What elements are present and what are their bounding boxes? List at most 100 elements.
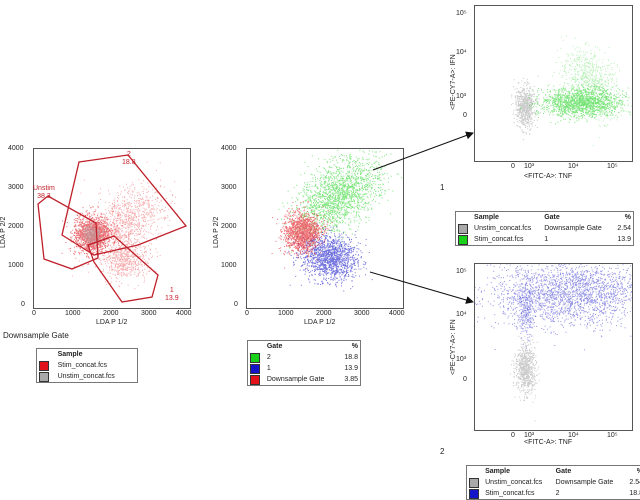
plot4-xtick: 10⁵ (607, 432, 618, 439)
gate-2-name: 2 (126, 151, 131, 158)
gating-plot-1[interactable] (33, 148, 191, 309)
legend3-gate: Downsample Gate (544, 225, 602, 232)
plot2-x-axis-label: LDA P 1/2 (304, 319, 336, 326)
plot4-ytick: 10⁴ (456, 311, 467, 318)
plot1-ytick: 4000 (8, 145, 24, 152)
plot1-ytick: 3000 (8, 184, 24, 191)
plot1-xtick: 1000 (65, 310, 81, 317)
legend3-swatch-green (458, 234, 468, 245)
plot2-ytick: 0 (234, 301, 238, 308)
plot4-ytick: 10³ (456, 356, 467, 363)
gate-unstim-value: 38.3 (37, 193, 51, 200)
plot4-ytick: 10⁵ (456, 268, 467, 275)
legend4-gate: 2 (555, 490, 560, 497)
plot1-xtick: 2000 (103, 310, 119, 317)
plot3-ytick: 10³ (456, 93, 467, 100)
plot3-y-axis-label: <PE-CY7-A>: IFN (450, 54, 457, 110)
legend1-swatch-unstim (39, 371, 49, 382)
arrow-to-plot-4 (369, 271, 474, 304)
legend3-row[interactable]: Unstim_concat.fcs Downsample Gate 2.54 (456, 223, 633, 234)
legend4-sample: Unstim_concat.fcs (485, 479, 543, 486)
plot3-xtick: 10⁵ (607, 163, 618, 170)
plot3-caption: 1 (440, 183, 445, 192)
legend4-row[interactable]: Unstim_concat.fcs Downsample Gate 2.54 (467, 477, 640, 488)
plot1-xtick: 4000 (176, 310, 192, 317)
legend1-sample: Unstim_concat.fcs (57, 373, 115, 380)
legend2-row[interactable]: 2 18.8 (248, 352, 360, 363)
plot1-xtick: 3000 (141, 310, 157, 317)
legend1-row[interactable]: Unstim_concat.fcs (37, 371, 137, 382)
legend2-swatch-red (250, 374, 260, 385)
gate-label-2: 2 18.8 (122, 151, 136, 167)
legend2-row[interactable]: 1 13.9 (248, 363, 360, 374)
legend4-header-sample: Sample (485, 468, 511, 475)
legend4-pct: 2.54 (629, 479, 640, 486)
legend2-row[interactable]: Downsample Gate 3.85 (248, 374, 360, 385)
gate-1-outline (87, 235, 159, 303)
plot2-ytick: 3000 (221, 184, 237, 191)
legend2-pct: 3.85 (344, 376, 358, 383)
legend4-header-pct: % (625, 466, 640, 477)
plot4-xtick: 0 (511, 432, 515, 439)
plot1-xtick: 0 (32, 310, 36, 317)
gate-1-value: 13.9 (165, 295, 179, 302)
plot4-xtick: 10³ (524, 432, 535, 439)
plot2-ytick: 2000 (221, 223, 237, 230)
legend2-swatch-blue (250, 363, 260, 374)
plot3-ytick: 10⁵ (456, 10, 467, 17)
plot3-xtick: 10³ (524, 163, 535, 170)
legend4-sample: Stim_concat.fcs (485, 490, 535, 497)
legend3-gate: 1 (544, 236, 549, 243)
legend2-header-gate: Gate (266, 343, 283, 350)
legend2-gate: Downsample Gate (266, 376, 325, 383)
plot4-x-axis-label: <FITC-A>: TNF (524, 439, 573, 446)
plot2-xtick: 0 (245, 310, 249, 317)
gating-plot-2-canvas (271, 149, 403, 292)
legend3-row[interactable]: Stim_concat.fcs 1 13.9 (456, 234, 633, 245)
legend3-header-sample: Sample (474, 214, 499, 221)
legend1-header: Sample (57, 351, 83, 358)
legend2-gate: 1 (266, 365, 271, 372)
gating-plot-2[interactable] (246, 148, 404, 309)
plot2-ytick: 1000 (221, 262, 237, 269)
gate-2-outline (61, 154, 188, 256)
legend1-row[interactable]: Stim_concat.fcs (37, 360, 137, 371)
legend-1: Sample Stim_concat.fcs Unstim_concat.fcs (36, 348, 138, 383)
plot2-xtick: 3000 (354, 310, 370, 317)
plot2-xtick: 4000 (389, 310, 405, 317)
legend2-gate: 2 (266, 354, 271, 361)
legend4-header-gate: Gate (555, 468, 572, 475)
gating-plot-1-canvas (37, 154, 190, 303)
legend1-sample: Stim_concat.fcs (57, 362, 108, 369)
gate-unstim-outline (37, 195, 99, 270)
legend4-row[interactable]: Stim_concat.fcs 2 18.8 (467, 488, 640, 499)
legend2-pct: 18.8 (344, 354, 358, 361)
legend3-sample: Stim_concat.fcs (474, 236, 524, 243)
legend-4: Sample Gate % Unstim_concat.fcs Downsamp… (466, 465, 640, 500)
plot1-caption: Downsample Gate (3, 331, 69, 340)
plot2-ytick: 4000 (221, 145, 237, 152)
legend2-header-pct: % (351, 343, 358, 350)
cytokine-plot-1[interactable] (474, 5, 633, 162)
plot3-x-axis-label: <FITC-A>: TNF (524, 173, 573, 180)
cytokine-plot-2[interactable] (474, 263, 633, 431)
plot2-xtick: 2000 (316, 310, 332, 317)
legend3-sample: Unstim_concat.fcs (474, 225, 532, 232)
cytokine-plot-1-canvas (511, 35, 632, 146)
gate-label-1: 1 13.9 (165, 287, 179, 303)
legend3-header-gate: Gate (544, 214, 560, 221)
legend3-pct: 2.54 (617, 225, 631, 232)
legend4-pct: 18.8 (629, 490, 640, 497)
plot1-ytick: 0 (21, 301, 25, 308)
plot4-caption: 2 (440, 447, 445, 456)
gate-2-value: 18.8 (122, 159, 136, 166)
arrow-to-plot-3 (372, 131, 474, 171)
legend-3: Sample Gate % Unstim_concat.fcs Downsamp… (455, 211, 634, 246)
cytokine-plot-2-canvas (475, 264, 632, 422)
plot3-ytick: 0 (463, 112, 467, 119)
legend3-pct: 13.9 (617, 236, 631, 243)
plot3-xtick: 10⁴ (568, 163, 579, 170)
legend2-swatch-green (250, 352, 260, 363)
legend3-header-pct: % (624, 214, 631, 221)
